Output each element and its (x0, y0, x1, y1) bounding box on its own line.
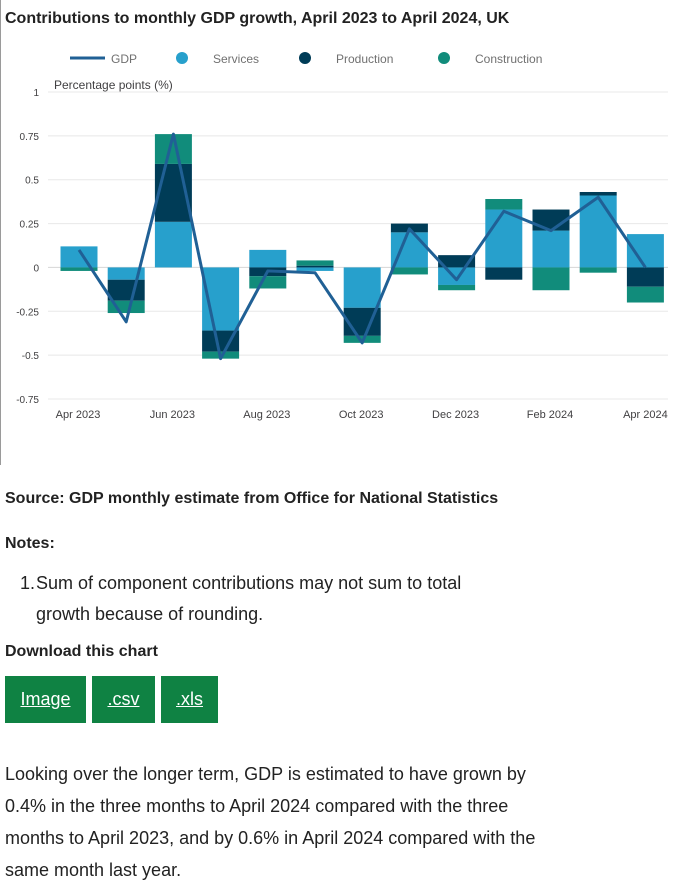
y-tick-label: 0.5 (25, 176, 39, 187)
construction-bar (60, 267, 98, 271)
services-bar (438, 267, 476, 285)
y-tick-label: 1 (33, 88, 39, 99)
gdp-line (77, 132, 647, 361)
construction-bar (485, 199, 523, 210)
construction-bar (626, 286, 664, 303)
note-number: 1. (20, 573, 36, 593)
services-bar (532, 230, 570, 268)
services-bar (154, 221, 192, 268)
legend-services-dot-icon (176, 52, 188, 64)
download-csv-button[interactable]: .csv (92, 676, 155, 723)
x-tick-label: Jun 2023 (150, 409, 195, 421)
x-tick-label: Oct 2023 (339, 409, 384, 421)
services-bar (107, 267, 145, 280)
gdp-contributions-chart: GDP Services Production Construction 1 0.75 0.… (16, 52, 668, 421)
download-image-button[interactable]: Image (5, 676, 86, 723)
x-tick-label: Feb 2024 (527, 409, 573, 421)
services-bar (485, 209, 523, 268)
construction-bar (249, 276, 287, 289)
y-tick-label: -0.75 (16, 395, 39, 406)
x-tick-label: Apr 2023 (56, 409, 101, 421)
legend-production-label: Production (336, 52, 393, 66)
y-tick-label: 0 (33, 263, 39, 274)
construction-bar (390, 267, 428, 275)
services-bar (343, 267, 381, 308)
x-tick-label: Apr 2024 (623, 409, 668, 421)
production-bar (107, 279, 145, 301)
construction-bar (532, 267, 570, 291)
legend-services-label: Services (213, 52, 259, 66)
y-tick-label: 0.25 (20, 220, 40, 231)
production-bar (579, 191, 617, 196)
production-bar (626, 267, 664, 287)
x-tick-label: Aug 2023 (243, 409, 290, 421)
construction-bar (579, 267, 617, 273)
legend-construction-label: Construction (475, 52, 542, 66)
construction-bar (296, 260, 334, 266)
notes-list: 1. Sum of component contributions may no… (20, 568, 520, 630)
y-tick-label: 0.75 (20, 132, 40, 143)
y-tick-label: -0.5 (22, 351, 40, 362)
services-bar (296, 267, 334, 271)
legend-construction-dot-icon (438, 52, 450, 64)
services-bar (60, 246, 98, 268)
download-heading: Download this chart (5, 643, 158, 660)
services-bar (249, 249, 287, 268)
production-bar (202, 330, 240, 352)
legend-gdp-label: GDP (111, 52, 137, 66)
y-tick-label: -0.25 (16, 307, 39, 318)
legend-production-dot-icon (299, 52, 311, 64)
left-rule (0, 0, 1, 465)
construction-bar (438, 284, 476, 291)
summary-paragraph: Looking over the longer term, GDP is est… (5, 764, 536, 880)
notes-heading: Notes: (5, 535, 55, 552)
note-text: Sum of component contributions may not s… (36, 573, 462, 624)
x-tick-label: Dec 2023 (432, 409, 479, 421)
note-item: 1. Sum of component contributions may no… (20, 568, 520, 630)
production-bar (485, 267, 523, 280)
y-axis-label: Percentage points (%) (54, 78, 173, 92)
source-text: Source: GDP monthly estimate from Office… (5, 490, 499, 507)
download-xls-button[interactable]: .xls (161, 676, 218, 723)
chart-title: Contributions to monthly GDP growth, Apr… (5, 10, 510, 27)
production-bar (296, 265, 334, 268)
